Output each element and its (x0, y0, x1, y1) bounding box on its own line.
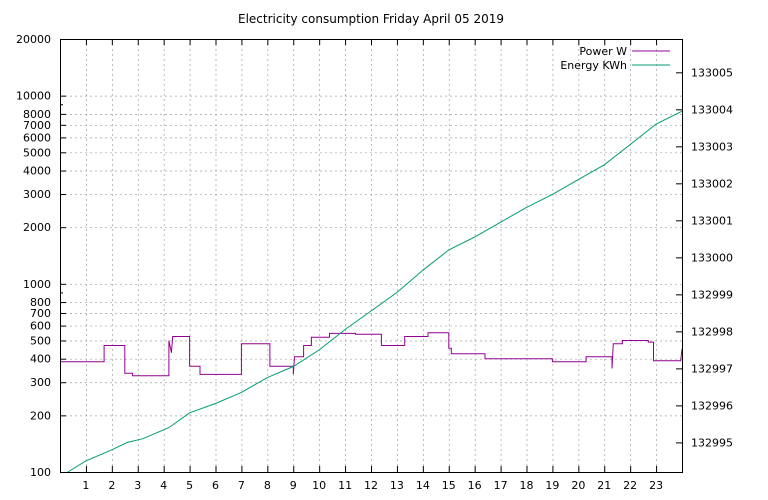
x-tick-label: 19 (545, 479, 559, 492)
y-right-tick-label: 133002 (691, 177, 733, 190)
y-left-tick-label: 3000 (23, 188, 51, 201)
y-left-tick-label: 1000 (23, 278, 51, 291)
x-tick-label: 13 (390, 479, 404, 492)
x-tick-label: 14 (416, 479, 430, 492)
y-left-tick-label: 20000 (16, 33, 51, 46)
x-tick-label: 15 (442, 479, 456, 492)
y-left-tick-label: 300 (30, 376, 51, 389)
y-left-tick-label: 4000 (23, 165, 51, 178)
y-right-tick-label: 133003 (691, 140, 733, 153)
series-layer (60, 110, 683, 473)
x-tick-label: 8 (264, 479, 271, 492)
x-tick-label: 12 (364, 479, 378, 492)
y-right-tick-label: 132999 (691, 288, 733, 301)
x-tick-label: 9 (290, 479, 297, 492)
y-right-tick-label: 132996 (691, 399, 733, 412)
x-tick-label: 5 (186, 479, 193, 492)
series-line-energy (67, 110, 683, 473)
x-tick-label: 10 (312, 479, 326, 492)
x-tick-label: 6 (212, 479, 219, 492)
y-left-tick-label: 400 (30, 353, 51, 366)
y-left-tick-label: 10000 (16, 90, 51, 103)
x-tick-label: 23 (649, 479, 663, 492)
x-tick-label: 17 (494, 479, 508, 492)
y-left-tick-label: 200 (30, 409, 51, 422)
y-right-tick-label: 132997 (691, 362, 733, 375)
y-left-tick-label: 6000 (23, 131, 51, 144)
y-left-tick-label: 5000 (23, 146, 51, 159)
x-tick-label: 20 (571, 479, 585, 492)
y-right-tick-label: 132995 (691, 436, 733, 449)
x-tick-label: 4 (160, 479, 167, 492)
x-tick-label: 16 (468, 479, 482, 492)
y-right-tick-label: 133004 (691, 103, 733, 116)
x-tick-label: 21 (597, 479, 611, 492)
x-tick-label: 7 (238, 479, 245, 492)
y-left-tick-label: 100 (30, 466, 51, 479)
x-tick-label: 2 (108, 479, 115, 492)
grid (60, 39, 682, 472)
y-right-tick-label: 133000 (691, 251, 733, 264)
y-left-tick-label: 2000 (23, 221, 51, 234)
y-left-tick-label: 600 (30, 320, 51, 333)
y-left-tick-label: 7000 (23, 119, 51, 132)
y-left-tick-label: 8000 (23, 108, 51, 121)
y-right-tick-label: 133001 (691, 214, 733, 227)
x-tick-label: 18 (520, 479, 534, 492)
legend: Power W Energy KWh (560, 45, 670, 72)
y-left-tick-label: 500 (30, 334, 51, 347)
y-right-tick-label: 133005 (691, 66, 733, 79)
y-right-tick-label: 132998 (691, 325, 733, 338)
chart-title: Electricity consumption Friday April 05 … (238, 12, 504, 26)
x-tick-label: 3 (134, 479, 141, 492)
series-line-power (60, 332, 683, 377)
y-left-tick-label: 800 (30, 296, 51, 309)
axes: 1 2 3 4 5 6 7 8 9 10 11 12 13 14 15 16 17 18 19 20 21 22 23100… (16, 33, 733, 492)
x-tick-label: 22 (623, 479, 637, 492)
y-left-tick-label: 700 (30, 307, 51, 320)
x-tick-label: 1 (82, 479, 89, 492)
legend-label-power: Power W (579, 45, 627, 58)
legend-label-energy: Energy KWh (560, 59, 627, 72)
x-tick-label: 11 (338, 479, 352, 492)
